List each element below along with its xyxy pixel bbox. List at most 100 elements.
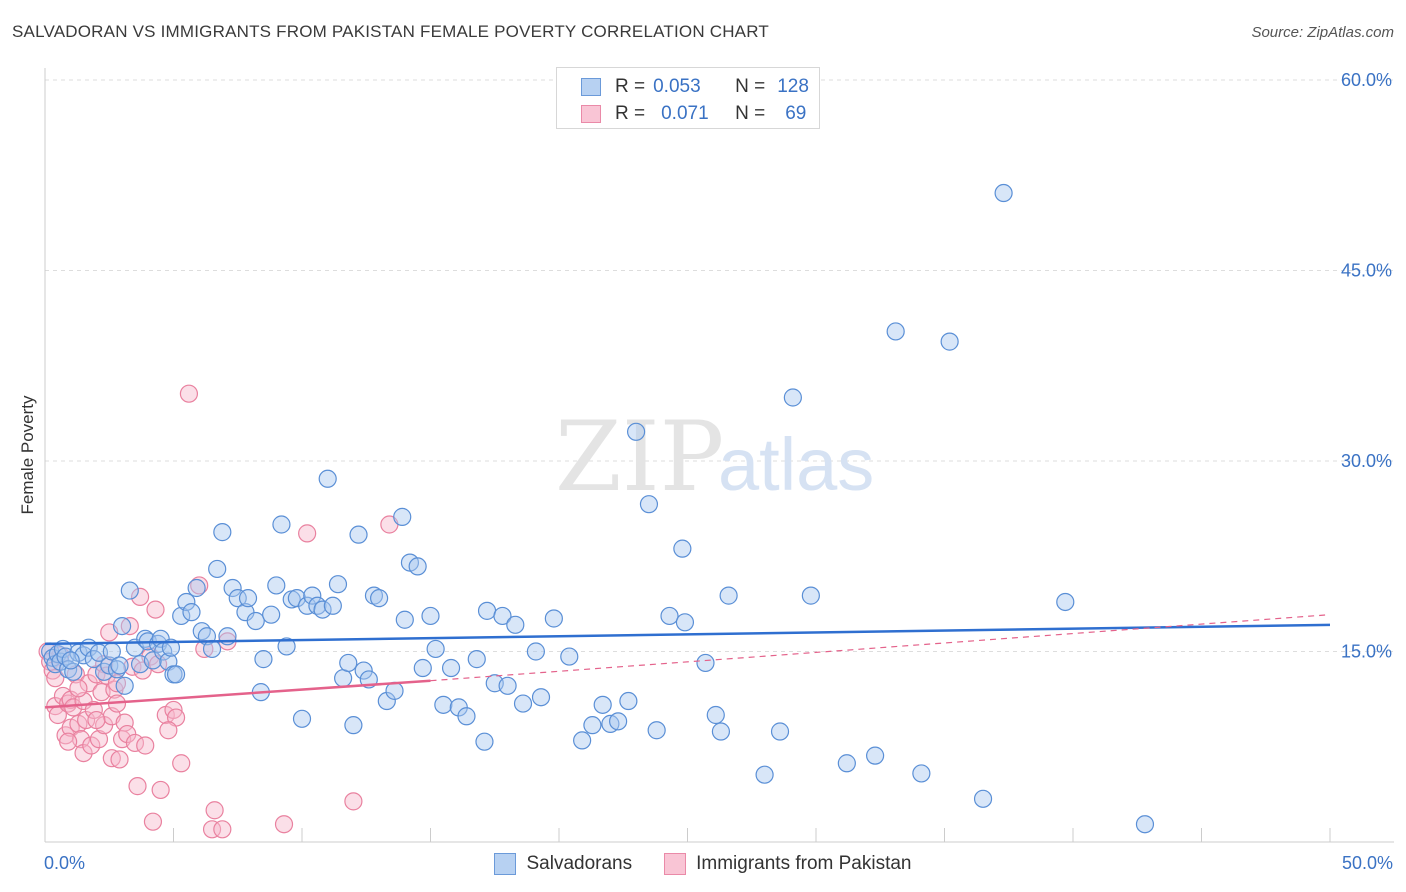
salvadoran-point-127 xyxy=(61,651,80,670)
pakistan-point-42 xyxy=(130,587,150,606)
salvadoran-point-88 xyxy=(477,601,497,620)
x-tick-label-min: 0.0% xyxy=(44,853,85,873)
salvadoran-point-74 xyxy=(385,681,404,700)
r-value: 0.053 xyxy=(653,76,701,97)
salvadoran-point-35 xyxy=(177,592,196,612)
trend-lines xyxy=(44,614,1331,709)
salvadoran-point-62 xyxy=(318,469,337,488)
salvadoran-point-115 xyxy=(770,722,790,741)
legend-swatch-pink xyxy=(581,105,601,123)
pakistan-point-38 xyxy=(120,616,139,636)
salvadoran-point-98 xyxy=(573,731,592,750)
salvadoran-point-58 xyxy=(298,596,317,615)
legend-swatch-pink xyxy=(664,853,687,875)
salvadoran-point-118 xyxy=(837,754,856,773)
salvadoran-point-66 xyxy=(339,653,358,673)
legend-label: Immigrants from Pakistan xyxy=(696,853,912,874)
salvadoran-point-104 xyxy=(626,422,646,441)
points-salvadorans xyxy=(41,183,1155,834)
grid-lines xyxy=(45,79,1394,652)
salvadoran-point-33 xyxy=(166,665,186,684)
legend-row-pakistan: R = 0.071 N = 69 xyxy=(581,102,806,126)
salvadoran-point-116 xyxy=(783,388,802,407)
salvadoran-point-94 xyxy=(526,642,545,661)
r-label: R = xyxy=(615,76,646,97)
salvadoran-point-50 xyxy=(254,650,273,669)
salvadoran-point-42 xyxy=(213,523,232,542)
pakistan-point-34 xyxy=(110,750,129,769)
legend-item-salvadorans[interactable]: Salvadorans xyxy=(494,853,632,875)
salvadoran-point-110 xyxy=(696,653,715,673)
salvadoran-point-37 xyxy=(187,578,206,598)
salvadoran-point-69 xyxy=(354,661,373,680)
salvadoran-point-92 xyxy=(506,615,525,634)
salvadoran-point-124 xyxy=(994,183,1013,203)
salvadoran-point-75 xyxy=(393,507,412,526)
salvadoran-point-95 xyxy=(531,688,551,707)
pakistan-point-68 xyxy=(69,679,88,698)
watermark-zip: ZIP xyxy=(555,401,724,513)
salvadoran-point-105 xyxy=(639,495,659,514)
trend-salvadorans xyxy=(44,623,1331,646)
salvadoran-point-99 xyxy=(583,716,602,735)
n-value: 128 xyxy=(777,76,809,97)
pakistan-point-44 xyxy=(136,736,155,755)
salvadoran-point-120 xyxy=(886,322,905,341)
salvadoran-point-63 xyxy=(323,596,342,615)
salvadoran-point-87 xyxy=(475,732,494,751)
salvadoran-point-107 xyxy=(660,606,679,626)
pakistan-point-46 xyxy=(143,812,163,831)
salvadoran-point-109 xyxy=(675,613,695,632)
salvadoran-point-86 xyxy=(467,650,486,669)
salvadoran-point-123 xyxy=(973,789,993,808)
trend-pakistan-extension xyxy=(430,614,1331,682)
salvadoran-point-108 xyxy=(673,539,692,558)
salvadoran-point-38 xyxy=(192,622,211,641)
y-tick-label: 60.0% xyxy=(1341,70,1392,90)
salvadoran-point-102 xyxy=(609,712,628,731)
pakistan-point-63 xyxy=(344,792,363,811)
tick-labels: 15.0% 30.0% 45.0% 60.0% 0.0% 50.0% xyxy=(44,70,1393,873)
series-legend: Salvadorans Immigrants from Pakistan xyxy=(0,852,1406,876)
r-label: R = xyxy=(615,103,646,124)
salvadoran-point-93 xyxy=(513,694,533,713)
salvadoran-point-80 xyxy=(421,606,440,626)
salvadoran-point-61 xyxy=(313,600,332,619)
n-value: 69 xyxy=(785,103,807,124)
salvadoran-point-34 xyxy=(172,606,191,626)
salvadoran-point-96 xyxy=(544,609,563,628)
salvadoran-point-51 xyxy=(262,605,281,624)
salvadoran-point-81 xyxy=(426,639,445,659)
salvadoran-point-53 xyxy=(272,515,291,534)
legend-item-pakistan[interactable]: Immigrants from Pakistan xyxy=(664,853,912,875)
pakistan-point-59 xyxy=(213,820,232,839)
salvadoran-point-119 xyxy=(866,746,885,765)
salvadoran-point-52 xyxy=(267,576,286,595)
salvadoran-point-106 xyxy=(647,721,666,740)
salvadoran-point-65 xyxy=(334,669,353,688)
salvadoran-point-79 xyxy=(413,658,432,678)
salvadoran-point-40 xyxy=(202,639,222,659)
salvadoran-point-48 xyxy=(246,611,265,631)
x-tick-label-max: 50.0% xyxy=(1342,853,1393,873)
pakistan-point-23 xyxy=(89,730,109,749)
correlation-legend: R = 0.053 N = 128 R = 0.071 N = 69 xyxy=(556,67,820,129)
pakistan-point-17 xyxy=(74,743,93,763)
pakistan-point-49 xyxy=(151,780,170,800)
salvadoran-point-117 xyxy=(801,586,820,605)
salvadoran-point-45 xyxy=(228,589,247,608)
source-credit: Source: ZipAtlas.com xyxy=(1251,24,1394,41)
salvadoran-point-18 xyxy=(110,656,129,675)
salvadoran-point-90 xyxy=(493,606,512,626)
legend-swatch-blue xyxy=(581,78,601,96)
salvadoran-point-41 xyxy=(208,559,227,579)
salvadoran-point-121 xyxy=(912,764,931,783)
salvadoran-point-100 xyxy=(593,695,612,714)
pakistan-point-41 xyxy=(128,777,147,796)
salvadoran-point-72 xyxy=(370,589,389,608)
salvadoran-point-126 xyxy=(1135,815,1155,834)
pakistan-point-30 xyxy=(102,749,121,768)
pakistan-point-66 xyxy=(87,710,106,730)
salvadoran-point-76 xyxy=(395,610,414,629)
